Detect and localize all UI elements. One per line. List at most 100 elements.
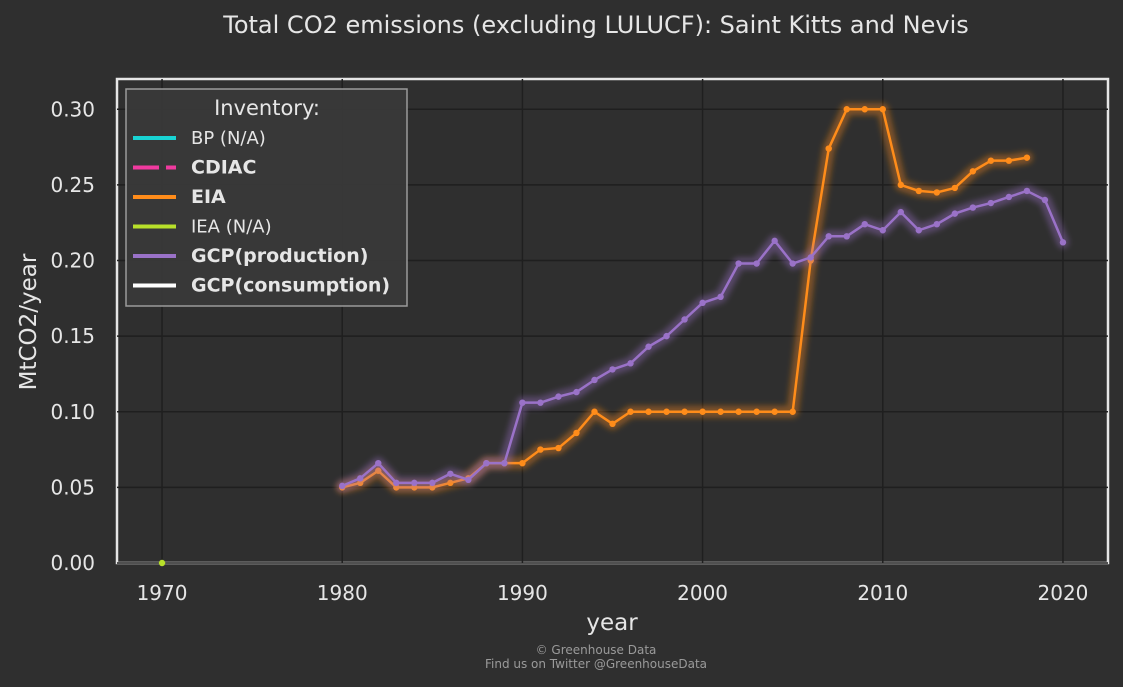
series-1-point-29 <box>861 221 868 228</box>
series-1-point-30 <box>879 227 886 234</box>
series-1-point-16 <box>627 360 634 367</box>
y-tick-label-4: 0.20 <box>50 249 95 273</box>
y-tick-label-6: 0.30 <box>50 97 95 121</box>
series-0-point-22 <box>735 408 742 415</box>
series-1 <box>336 184 1069 492</box>
series-1-point-17 <box>645 343 652 350</box>
series-1-point-31 <box>897 208 904 216</box>
series-0-point-10 <box>519 459 526 467</box>
series-2-point-0 <box>158 559 166 567</box>
series-0-point-31 <box>897 181 904 189</box>
y-tick-label-2: 0.10 <box>50 400 95 424</box>
series-0-point-15 <box>609 420 616 428</box>
y-tick-label-3: 0.15 <box>50 324 95 348</box>
series-1-point-8 <box>483 459 490 467</box>
series-0-point-12 <box>555 444 562 452</box>
series-0-point-38 <box>1023 154 1031 161</box>
y-axis-label: MtCO2/year <box>16 253 42 390</box>
series-0-point-19 <box>681 408 688 415</box>
series-0-point-29 <box>861 106 868 113</box>
series-0-point-24 <box>771 408 778 415</box>
legend-label-2: EIA <box>191 186 226 208</box>
legend: Inventory: BP (N/A) CDIAC EIA IEA (N/A) GCP(… <box>125 88 408 307</box>
series-0-point-13 <box>573 429 580 437</box>
series-1-point-11 <box>537 399 544 406</box>
series-0-point-14 <box>591 408 598 415</box>
legend-label-1: CDIAC <box>191 157 256 179</box>
series-1-point-35 <box>969 204 977 211</box>
series-1-point-13 <box>573 388 580 396</box>
series-1-point-2 <box>375 459 382 467</box>
series-1-point-21 <box>717 293 724 300</box>
series-1-point-25 <box>789 260 796 267</box>
series-1-point-15 <box>609 366 616 373</box>
x-tick-label-1: 1980 <box>317 581 368 605</box>
series-0-point-16 <box>627 408 634 415</box>
series-0-point-37 <box>1005 157 1013 164</box>
series-0-point-23 <box>753 408 760 415</box>
series-0-point-35 <box>969 168 977 175</box>
series-1-point-38 <box>1023 187 1031 195</box>
x-tick-label-0: 1970 <box>137 581 188 605</box>
legend-label-5: GCP(consumption) <box>191 275 390 297</box>
series-1-point-27 <box>825 233 832 240</box>
x-tick-label-2: 1990 <box>497 581 548 605</box>
series-1-point-40 <box>1059 239 1067 246</box>
series-1-point-24 <box>771 237 778 245</box>
series-0-point-25 <box>789 408 796 415</box>
series-1-point-37 <box>1005 193 1013 201</box>
series-1-point-22 <box>735 260 742 267</box>
series-0-point-20 <box>699 408 706 415</box>
series-layer <box>158 103 1069 567</box>
series-0-point-28 <box>843 106 850 113</box>
legend-title: Inventory: <box>214 96 320 120</box>
series-1-point-32 <box>915 227 923 234</box>
chart-title: Total CO2 emissions (excluding LULUCF): … <box>222 11 969 39</box>
footer-credit: © Greenhouse Data <box>536 643 657 657</box>
series-1-point-10 <box>519 399 526 406</box>
series-1-point-26 <box>807 254 814 261</box>
series-0-point-32 <box>915 187 923 195</box>
series-1-point-1 <box>357 475 364 482</box>
series-0-point-27 <box>825 145 832 152</box>
series-0-point-21 <box>717 408 724 415</box>
series-1-point-6 <box>447 470 454 477</box>
legend-label-4: GCP(production) <box>191 245 368 267</box>
series-2 <box>158 559 166 567</box>
y-tick-label-5: 0.25 <box>50 173 95 197</box>
x-tick-label-4: 2010 <box>857 581 908 605</box>
series-0-point-33 <box>933 189 941 196</box>
series-1-point-20 <box>699 299 706 307</box>
axis-ticks: 1970 1980 1990 2000 2010 2020 0.00 0.05 0.10 0.15… <box>50 97 1088 605</box>
series-1-point-5 <box>429 479 436 487</box>
series-1-point-34 <box>951 210 959 217</box>
series-1-point-0 <box>339 482 346 490</box>
series-0-point-17 <box>645 408 652 415</box>
footer-twitter: Find us on Twitter @GreenhouseData <box>485 657 707 671</box>
series-1-point-3 <box>393 479 400 487</box>
series-1-point-39 <box>1041 196 1049 204</box>
series-1-point-23 <box>753 260 760 267</box>
series-1-point-28 <box>843 233 850 240</box>
x-axis-label: year <box>586 610 638 636</box>
series-1-point-19 <box>681 316 688 323</box>
legend-label-0: BP (N/A) <box>191 128 266 149</box>
series-1-point-18 <box>663 332 670 340</box>
series-0-point-34 <box>951 184 959 192</box>
x-tick-label-3: 2000 <box>677 581 728 605</box>
legend-label-3: IEA (N/A) <box>191 217 272 238</box>
series-1-point-9 <box>501 459 508 467</box>
series-1-point-4 <box>411 479 418 487</box>
series-1-point-7 <box>465 476 472 484</box>
y-tick-label-1: 0.05 <box>50 475 95 499</box>
series-0-point-18 <box>663 408 670 415</box>
x-tick-label-5: 2020 <box>1038 581 1089 605</box>
y-tick-label-0: 0.00 <box>50 551 95 575</box>
series-1-point-14 <box>591 376 598 384</box>
series-1-point-36 <box>987 199 995 207</box>
series-0-point-36 <box>987 157 995 164</box>
series-0-point-30 <box>879 106 886 113</box>
series-1-point-33 <box>933 221 941 228</box>
series-0-point-11 <box>537 446 544 453</box>
